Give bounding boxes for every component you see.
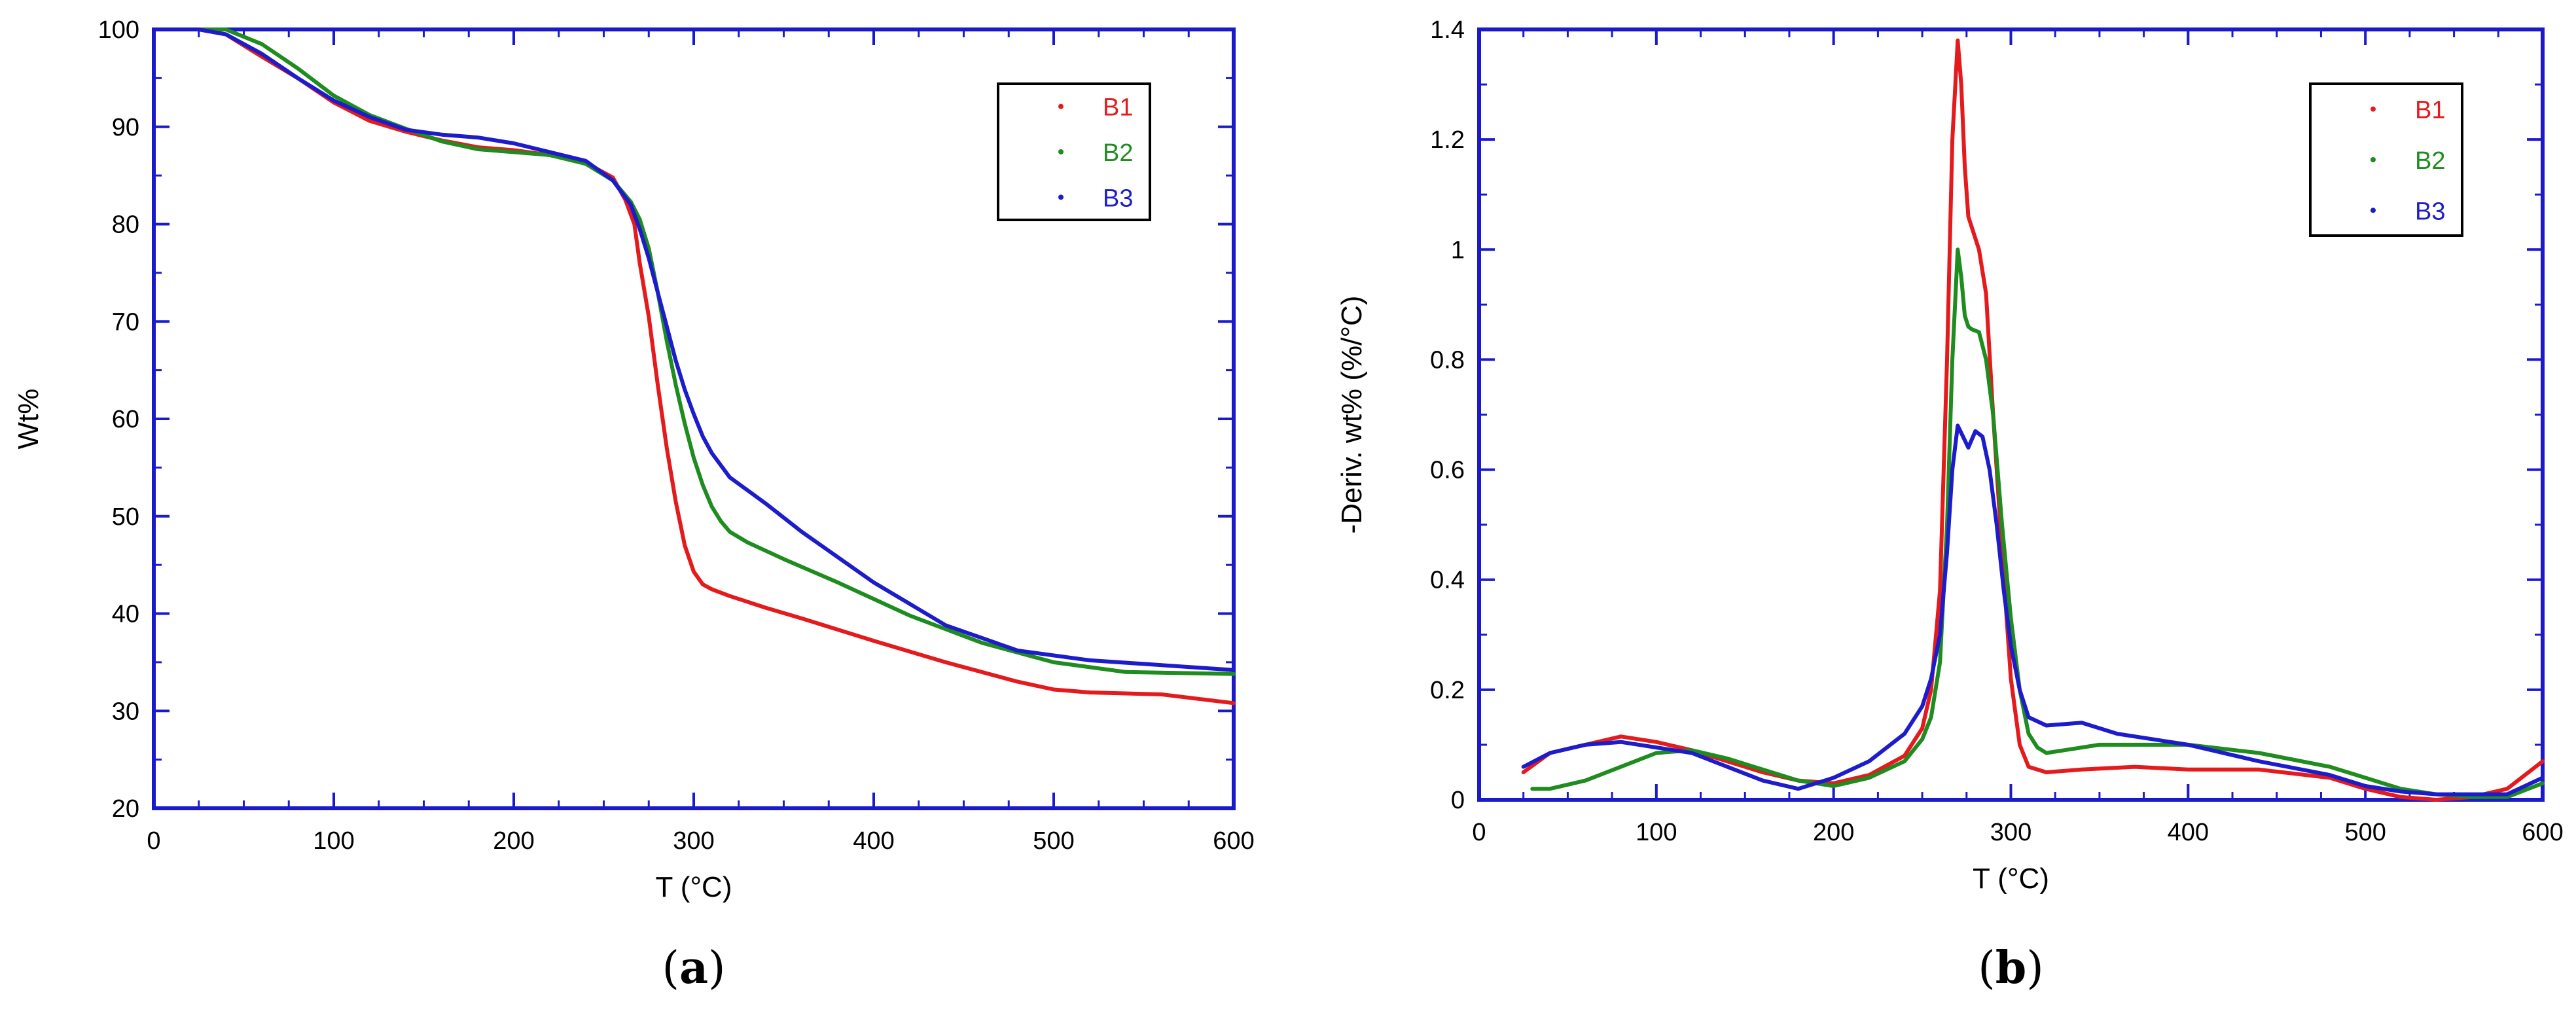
y-tick-label: 1.4 <box>1430 16 1465 44</box>
x-tick-label: 600 <box>2522 819 2563 846</box>
y-tick-label: 80 <box>112 211 139 239</box>
x-tick-label: 300 <box>673 827 714 855</box>
panel-caption-letter: a <box>679 942 708 994</box>
panel-caption: (a) <box>662 942 725 994</box>
y-tick-label: 30 <box>112 698 139 725</box>
x-tick-label: 500 <box>1033 827 1074 855</box>
chart-panel-b: 0 100 200 300 400 500 600 0 0.2 0.4 0.6 0.8 1 1.2 1.4 T… <box>1336 16 2564 994</box>
x-axis-label: T (°C) <box>656 871 732 903</box>
y-axis-label: -Deriv. wt% (%/°C) <box>1336 296 1368 534</box>
y-tick-label: 1.2 <box>1430 126 1465 154</box>
x-tick-label: 0 <box>147 827 160 855</box>
series-line-b3 <box>196 27 1236 672</box>
series-line-b1 <box>196 27 1236 706</box>
x-tick-label: 500 <box>2344 819 2386 846</box>
y-tick-label: 40 <box>112 601 139 628</box>
series-line-b1 <box>1521 38 2545 802</box>
legend-label-b1: B1 <box>2415 97 2445 124</box>
x-tick-label: 400 <box>2168 819 2209 846</box>
y-tick-label: 0.2 <box>1430 677 1465 704</box>
legend-label-b1: B1 <box>1103 94 1133 122</box>
y-tick-label: 60 <box>112 406 139 433</box>
series-line-b3 <box>1521 423 2545 797</box>
x-tick-label: 100 <box>1636 819 1677 846</box>
y-tick-label: 90 <box>112 114 139 141</box>
legend-marker-b3 <box>1058 194 1064 200</box>
legend-marker-b1 <box>1058 103 1064 109</box>
panel-caption: (b) <box>1978 942 2044 994</box>
legend-marker-b1 <box>2370 106 2376 112</box>
x-tick-label: 400 <box>853 827 894 855</box>
chart-panel-a: 0 100 200 300 400 500 600 20 30 40 50 60 70 80 90 100 T … <box>12 16 1255 994</box>
x-tick-label: 200 <box>1813 819 1854 846</box>
legend-label-b2: B2 <box>2415 147 2445 175</box>
y-tick-label: 70 <box>112 308 139 336</box>
legend-label-b2: B2 <box>1103 139 1133 167</box>
x-tick-label: 300 <box>1990 819 2031 846</box>
y-tick-label: 100 <box>98 16 139 44</box>
x-tick-label: 200 <box>493 827 534 855</box>
y-tick-label: 0.8 <box>1430 346 1465 374</box>
legend-marker-b2 <box>1058 149 1064 154</box>
legend-label-b3: B3 <box>1103 185 1133 212</box>
legend-box <box>997 82 1151 221</box>
x-tick-label: 100 <box>313 827 354 855</box>
y-tick-label: 0.4 <box>1430 567 1465 594</box>
y-tick-label: 0 <box>1451 787 1465 814</box>
y-tick-label: 20 <box>112 795 139 823</box>
y-tick-label: 50 <box>112 503 139 531</box>
panel-caption-letter: b <box>1995 942 2027 994</box>
y-tick-label: 0.6 <box>1430 457 1465 484</box>
x-tick-label: 600 <box>1213 827 1254 855</box>
y-axis-label: Wt% <box>12 389 45 450</box>
x-axis-label: T (°C) <box>1973 863 2049 895</box>
legend-box <box>2309 82 2463 237</box>
y-tick-label: 1 <box>1451 236 1465 264</box>
legend-marker-b2 <box>2370 157 2376 162</box>
series-line-b2 <box>1530 247 2545 799</box>
legend-marker-b3 <box>2370 207 2376 213</box>
legend-label-b3: B3 <box>2415 198 2445 225</box>
x-tick-label: 0 <box>1472 819 1486 846</box>
